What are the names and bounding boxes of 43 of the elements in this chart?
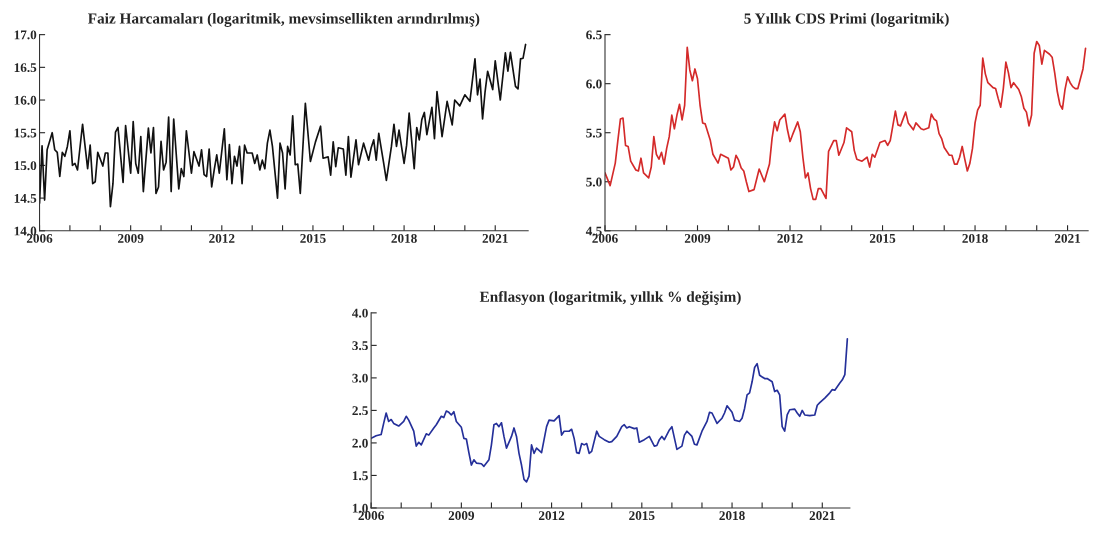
line-series bbox=[371, 338, 849, 483]
x-tick-label: 2015 bbox=[629, 511, 655, 521]
x-tick-label: 2018 bbox=[391, 233, 417, 243]
x-tick-label: 2009 bbox=[118, 233, 144, 243]
y-tick-label: 5.0 bbox=[586, 177, 602, 187]
chart-title: Faiz Harcamaları (logaritmik, mevsimsellikten arındırılmış) bbox=[87, 12, 480, 27]
y-tick-label: 4.0 bbox=[352, 308, 368, 318]
y-tick-label: 17.0 bbox=[14, 30, 37, 40]
y-tick-label: 14.0 bbox=[14, 226, 37, 236]
x-tick-label: 2015 bbox=[300, 233, 326, 243]
x-tick-label: 2021 bbox=[809, 511, 835, 521]
x-tick-label: 2009 bbox=[448, 511, 475, 521]
x-tick-label: 2006 bbox=[592, 233, 618, 243]
y-tick-label: 15.0 bbox=[14, 161, 37, 171]
line-series bbox=[605, 40, 1087, 201]
y-tick-label: 16.0 bbox=[14, 95, 37, 105]
x-tick-label: 2012 bbox=[538, 511, 565, 521]
line-series bbox=[39, 43, 527, 208]
y-tick-label: 1.5 bbox=[352, 471, 368, 481]
y-tick-label: 6.5 bbox=[586, 30, 602, 40]
x-tick-label: 2006 bbox=[26, 233, 53, 243]
y-tick-label: 5.5 bbox=[586, 128, 602, 138]
x-tick-label: 2012 bbox=[777, 233, 803, 243]
y-tick-label: 15.5 bbox=[14, 128, 37, 138]
x-tick-label: 2018 bbox=[962, 233, 988, 243]
y-tick-label: 14.5 bbox=[14, 193, 37, 203]
x-tick-label: 2018 bbox=[719, 511, 745, 521]
y-tick-label: 3.5 bbox=[352, 341, 368, 351]
x-tick-label: 2012 bbox=[209, 233, 235, 243]
y-tick-label: 3.0 bbox=[352, 373, 368, 383]
x-tick-label: 2006 bbox=[358, 511, 384, 521]
y-tick-label: 16.5 bbox=[14, 63, 37, 73]
y-tick-label: 2.5 bbox=[352, 406, 368, 416]
y-tick-label: 1.0 bbox=[352, 503, 368, 513]
chart-title: Enflasyon (logaritmik, yıllık % değişim) bbox=[479, 291, 741, 306]
y-tick-label: 2.0 bbox=[352, 438, 368, 448]
x-tick-label: 2009 bbox=[684, 233, 711, 243]
y-tick-label: 4.5 bbox=[585, 226, 602, 236]
chart-title: 5 Yıllık CDS Primi (logaritmik) bbox=[744, 12, 949, 27]
x-tick-label: 2021 bbox=[1054, 233, 1081, 243]
y-tick-label: 6.0 bbox=[586, 79, 602, 89]
x-tick-label: 2015 bbox=[869, 233, 896, 243]
x-tick-label: 2021 bbox=[482, 233, 508, 243]
